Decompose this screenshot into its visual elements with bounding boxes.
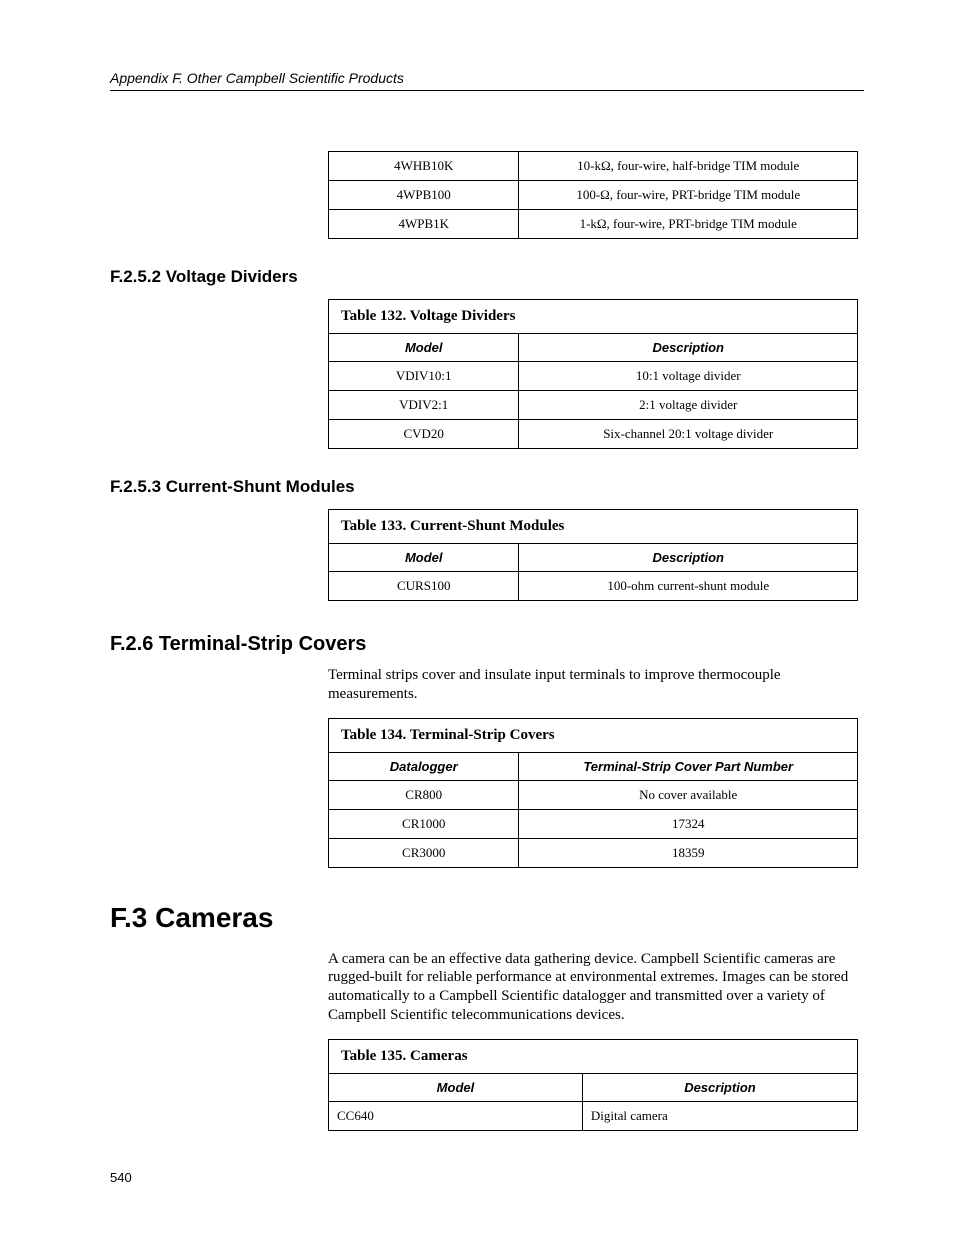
table-row: CURS100 100-ohm current-shunt module: [329, 572, 858, 601]
table-current-shunt: Table 133. Current-Shunt Modules Model D…: [328, 509, 858, 601]
col-desc: Description: [582, 1073, 857, 1101]
cell-desc: Six-channel 20:1 voltage divider: [519, 420, 858, 449]
cell-model: CR3000: [329, 838, 519, 867]
table-body: 4WHB10K 10-kΩ, four-wire, half-bridge TI…: [329, 152, 858, 239]
cell-model: VDIV2:1: [329, 391, 519, 420]
table-row: CR3000 18359: [329, 838, 858, 867]
cell-model: 4WPB100: [329, 181, 519, 210]
table-row: CR800 No cover available: [329, 780, 858, 809]
table-row: VDIV10:1 10:1 voltage divider: [329, 362, 858, 391]
heading-voltage-dividers: F.2.5.2 Voltage Dividers: [110, 267, 864, 287]
col-datalogger: Datalogger: [329, 752, 519, 780]
col-model: Model: [329, 544, 519, 572]
running-header: Appendix F. Other Campbell Scientific Pr…: [110, 70, 864, 91]
cell-desc: 1-kΩ, four-wire, PRT-bridge TIM module: [519, 210, 858, 239]
col-desc: Description: [519, 334, 858, 362]
cell-model: CURS100: [329, 572, 519, 601]
table-row: CR1000 17324: [329, 809, 858, 838]
table-caption: Table 134. Terminal-Strip Covers: [329, 718, 858, 752]
table-row: CC640 Digital camera: [329, 1101, 858, 1130]
table-tim-modules: 4WHB10K 10-kΩ, four-wire, half-bridge TI…: [328, 151, 858, 239]
cell-desc: 17324: [519, 809, 858, 838]
body-cameras: A camera can be an effective data gather…: [328, 950, 864, 1025]
cell-model: CC640: [329, 1101, 583, 1130]
table-row: 4WHB10K 10-kΩ, four-wire, half-bridge TI…: [329, 152, 858, 181]
table-caption: Table 133. Current-Shunt Modules: [329, 510, 858, 544]
cell-model: CVD20: [329, 420, 519, 449]
cell-desc: Digital camera: [582, 1101, 857, 1130]
table-cameras: Table 135. Cameras Model Description CC6…: [328, 1039, 858, 1131]
table-row: VDIV2:1 2:1 voltage divider: [329, 391, 858, 420]
heading-terminal-strip-covers: F.2.6 Terminal-Strip Covers: [110, 633, 864, 656]
cell-model: 4WHB10K: [329, 152, 519, 181]
page: Appendix F. Other Campbell Scientific Pr…: [0, 0, 954, 1235]
col-desc: Description: [519, 544, 858, 572]
heading-current-shunt: F.2.5.3 Current-Shunt Modules: [110, 477, 864, 497]
col-model: Model: [329, 334, 519, 362]
cell-desc: 100-Ω, four-wire, PRT-bridge TIM module: [519, 181, 858, 210]
body-terminal-strip: Terminal strips cover and insulate input…: [328, 666, 864, 704]
cell-desc: 10-kΩ, four-wire, half-bridge TIM module: [519, 152, 858, 181]
table-terminal-strip-covers: Table 134. Terminal-Strip Covers Datalog…: [328, 718, 858, 868]
table-row: 4WPB1K 1-kΩ, four-wire, PRT-bridge TIM m…: [329, 210, 858, 239]
cell-model: VDIV10:1: [329, 362, 519, 391]
cell-desc: 2:1 voltage divider: [519, 391, 858, 420]
cell-desc: No cover available: [519, 780, 858, 809]
cell-desc: 100-ohm current-shunt module: [519, 572, 858, 601]
table-voltage-dividers: Table 132. Voltage Dividers Model Descri…: [328, 299, 858, 449]
page-number: 540: [110, 1170, 132, 1185]
cell-desc: 10:1 voltage divider: [519, 362, 858, 391]
cell-model: CR800: [329, 780, 519, 809]
heading-cameras: F.3 Cameras: [110, 902, 864, 934]
table-caption: Table 132. Voltage Dividers: [329, 300, 858, 334]
cell-desc: 18359: [519, 838, 858, 867]
col-model: Model: [329, 1073, 583, 1101]
table-row: 4WPB100 100-Ω, four-wire, PRT-bridge TIM…: [329, 181, 858, 210]
table-row: CVD20 Six-channel 20:1 voltage divider: [329, 420, 858, 449]
cell-model: CR1000: [329, 809, 519, 838]
col-part: Terminal-Strip Cover Part Number: [519, 752, 858, 780]
table-caption: Table 135. Cameras: [329, 1039, 858, 1073]
cell-model: 4WPB1K: [329, 210, 519, 239]
